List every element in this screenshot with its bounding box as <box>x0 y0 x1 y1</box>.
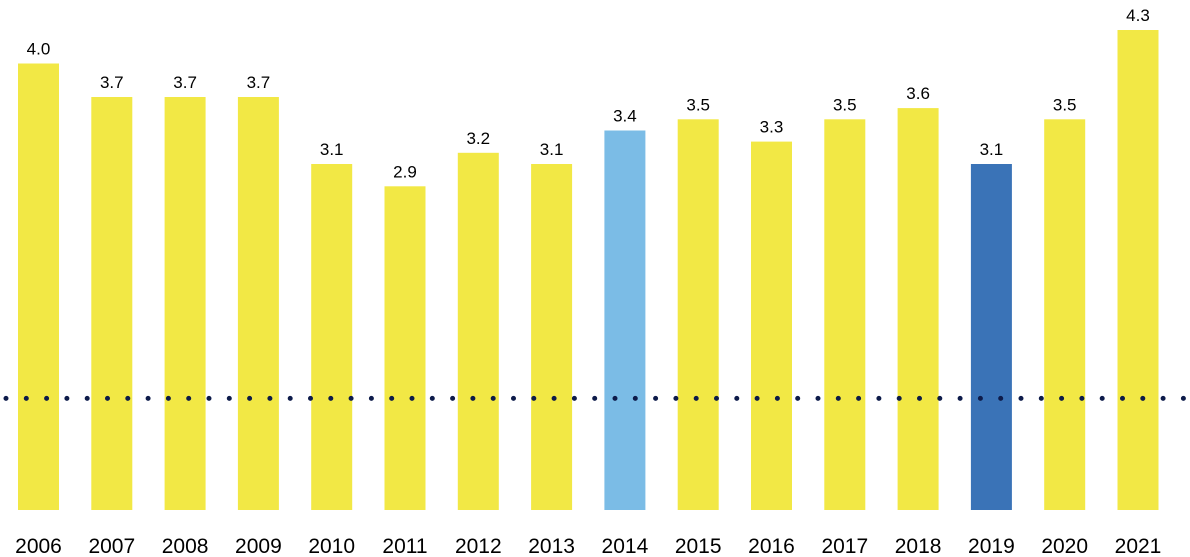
value-label-2021: 4.3 <box>1126 6 1150 25</box>
value-label-2020: 3.5 <box>1053 95 1077 114</box>
bar-2008 <box>164 97 206 510</box>
bar-2018 <box>897 108 939 510</box>
value-label-2011: 2.9 <box>393 162 417 181</box>
value-label-2007: 3.7 <box>100 73 124 92</box>
x-tick-label-2011: 2011 <box>382 535 427 557</box>
bar-2017 <box>824 119 866 511</box>
x-tick-label-2009: 2009 <box>235 535 282 557</box>
x-axis-tick-labels: 2006 2007 2008 2009 2010 2011 2012 2013 2014 2015… <box>15 535 1161 557</box>
x-tick-label-2018: 2018 <box>895 535 942 557</box>
value-label-2012: 3.2 <box>466 129 490 148</box>
x-tick-label-2021: 2021 <box>1115 535 1162 557</box>
bar-2016 <box>751 141 792 510</box>
bar-2020 <box>1044 119 1086 511</box>
x-tick-label-2007: 2007 <box>88 535 135 557</box>
x-tick-label-2012: 2012 <box>455 535 502 557</box>
value-label-2016: 3.3 <box>760 118 784 137</box>
x-tick-label-2013: 2013 <box>528 535 575 557</box>
bar-2014 <box>604 130 646 510</box>
bar-2021 <box>1117 30 1159 510</box>
value-label-2009: 3.7 <box>247 73 271 92</box>
x-tick-label-2006: 2006 <box>15 535 62 557</box>
x-tick-label-2016: 2016 <box>748 535 795 557</box>
value-labels-group: 4.0 3.7 3.7 3.7 3.1 2.9 3.2 3.1 3.4 3.5 3.3 3.5 3.6 3… <box>27 6 1150 181</box>
bar-2012 <box>457 152 499 511</box>
value-label-2015: 3.5 <box>686 95 710 114</box>
value-label-2017: 3.5 <box>833 95 857 114</box>
bar-2013 <box>531 164 573 510</box>
value-label-2008: 3.7 <box>173 73 197 92</box>
value-label-2018: 3.6 <box>906 84 930 103</box>
bar-2011 <box>384 186 426 511</box>
value-label-2014: 3.4 <box>613 107 637 126</box>
value-label-2006: 4.0 <box>27 40 51 59</box>
x-tick-label-2014: 2014 <box>602 535 649 557</box>
x-tick-label-2010: 2010 <box>308 535 355 557</box>
value-label-2013: 3.1 <box>540 140 564 159</box>
value-label-2019: 3.1 <box>980 140 1004 159</box>
bars-group <box>18 30 1159 511</box>
bar-2009 <box>237 97 279 510</box>
bar-2019 <box>970 164 1012 510</box>
x-tick-label-2008: 2008 <box>162 535 209 557</box>
x-tick-label-2017: 2017 <box>821 535 868 557</box>
bar-2006 <box>18 63 59 510</box>
bar-2015 <box>677 119 719 511</box>
bar-2010 <box>311 164 353 510</box>
x-tick-label-2015: 2015 <box>675 535 722 557</box>
x-tick-label-2020: 2020 <box>1041 535 1088 557</box>
value-label-2010: 3.1 <box>320 140 344 159</box>
x-tick-label-2019: 2019 <box>968 535 1015 557</box>
bar-2007 <box>91 97 133 510</box>
